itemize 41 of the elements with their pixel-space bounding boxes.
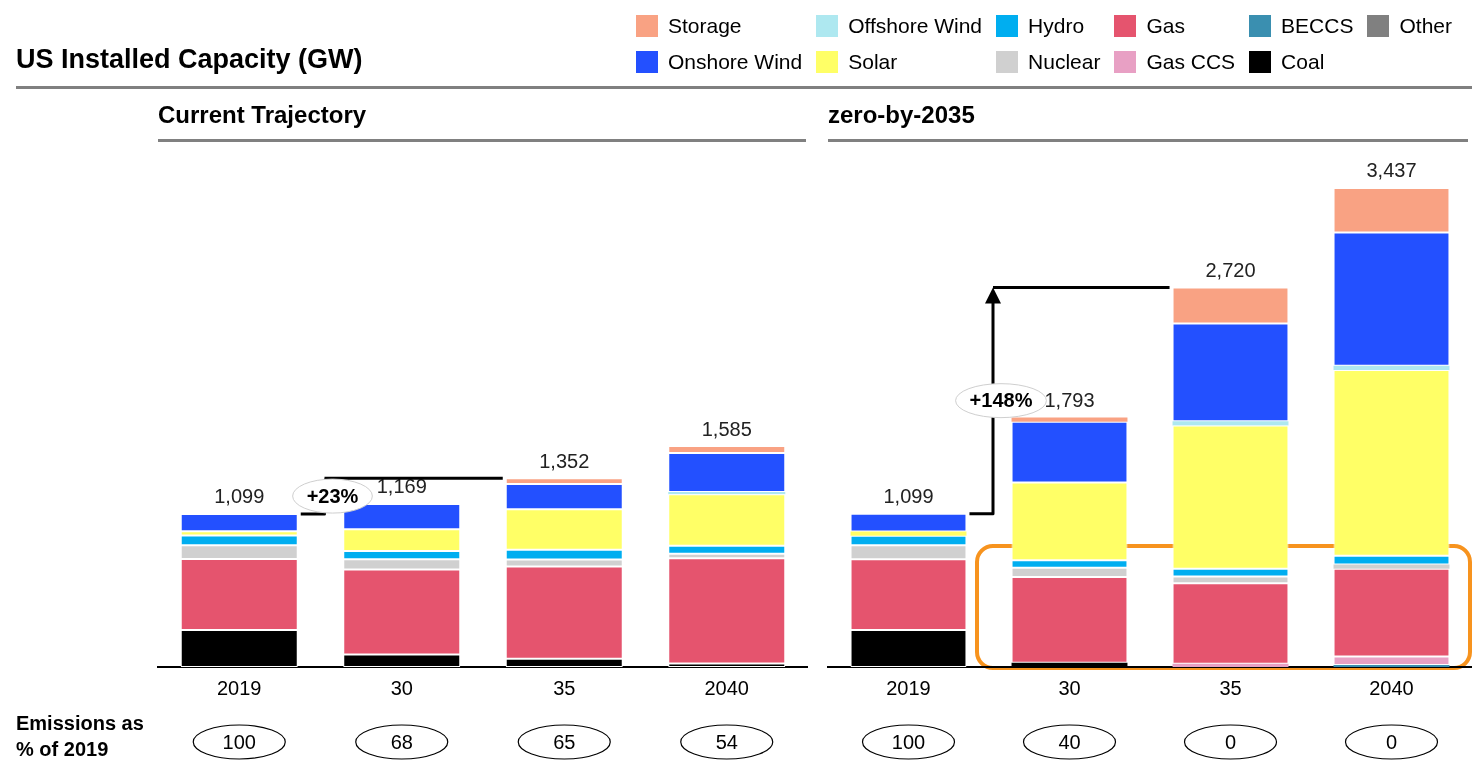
text: 54 <box>715 730 738 753</box>
legend-label: Hydro <box>1028 14 1085 38</box>
legend-label: Coal <box>1281 50 1325 74</box>
x-tick-label: 30 <box>1058 676 1081 699</box>
legend-label: Offshore Wind <box>848 14 983 38</box>
text: 100 <box>222 730 256 753</box>
text: 65 <box>553 730 576 753</box>
legend-label: BECCS <box>1281 14 1354 38</box>
x-tick-label: 2040 <box>1369 676 1414 699</box>
annotation: +148% <box>969 389 1033 412</box>
chart-title: zero-by-2035 <box>828 95 1468 142</box>
text: 40 <box>1058 730 1081 753</box>
x-tick-label: 30 <box>390 676 413 699</box>
text: 0 <box>1224 730 1237 753</box>
annotation: 1,169 <box>376 475 427 498</box>
x-tick-label: 35 <box>1219 676 1242 699</box>
legend-label: Gas CCS <box>1146 50 1236 74</box>
text: Emissions as % of 2019 <box>16 711 145 762</box>
legend-label: Onshore Wind <box>667 50 803 74</box>
chart-subtitle: Current Trajectory <box>158 95 806 142</box>
legend-label: Nuclear <box>1028 50 1101 74</box>
chart-title: US Installed Capacity (GW) <box>16 44 363 75</box>
legend-label: Solar <box>848 50 898 74</box>
x-tick-label: 35 <box>553 676 576 699</box>
text: 68 <box>390 730 413 753</box>
annotation: 1,099 <box>214 485 265 508</box>
legend-label: Storage <box>667 14 742 38</box>
legend-label: Other <box>1399 14 1452 38</box>
annotation: 1,352 <box>539 449 590 472</box>
annotation: 2,720 <box>1205 259 1256 282</box>
annotation: 1,793 <box>1044 388 1095 411</box>
legend-label: Gas <box>1146 14 1185 38</box>
text: 0 <box>1385 730 1398 753</box>
annotation: 1,099 <box>883 485 934 508</box>
annotation: +23% <box>306 484 359 507</box>
annotation: 1,585 <box>701 417 752 440</box>
x-tick-label: 2040 <box>704 676 749 699</box>
x-tick-label: 2019 <box>886 676 931 699</box>
text: 100 <box>891 730 926 753</box>
annotation: 3,437 <box>1366 159 1417 182</box>
x-tick-label: 2019 <box>217 676 262 699</box>
